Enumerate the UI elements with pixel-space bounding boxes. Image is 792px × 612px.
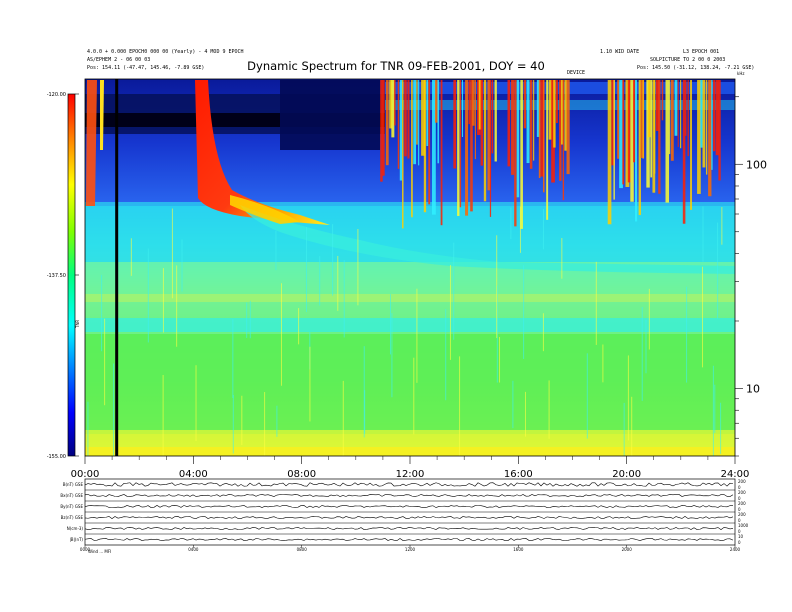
bottom-tick-label-5: 2000 bbox=[622, 547, 633, 552]
bottom-tick-label-1: 0400 bbox=[188, 547, 199, 552]
time-tick-label-4: 16:00 bbox=[504, 469, 533, 480]
frequency-tick-label-0: 100 bbox=[746, 158, 767, 171]
parameter-panels bbox=[85, 482, 735, 541]
bottom-tick-label-6: 2400 bbox=[730, 547, 741, 552]
panel-trace-5 bbox=[85, 538, 734, 541]
panel-trace-4 bbox=[85, 527, 734, 530]
panel-right-tick-top-4: 1000 bbox=[738, 523, 749, 528]
panel-label-5: |B|(nT) bbox=[69, 537, 83, 542]
panel-right-tick-bottom-4: 0 bbox=[738, 529, 741, 534]
panel-label-1: Bx(nT) GSE bbox=[60, 493, 83, 498]
colorbar bbox=[67, 93, 76, 457]
header-left-line2: AS/EPHEM 2 - 06 00 03 bbox=[87, 57, 151, 63]
bottom-tick-label-4: 1600 bbox=[513, 547, 524, 552]
panel-label-4: N(cm-3) bbox=[67, 526, 84, 531]
panel-right-tick-bottom-3: 0 bbox=[738, 518, 741, 523]
panel-right-tick-bottom-2: 0 bbox=[738, 507, 741, 512]
header-left-line3: Pos: 154.11 (-47.47, 145.46, -7.89 GSE) bbox=[87, 65, 205, 71]
panel-right-tick-bottom-1: 0 bbox=[738, 496, 741, 501]
frequency-unit-label: kHz bbox=[737, 71, 744, 76]
panel-label-0: B(nT) GSE bbox=[63, 482, 84, 487]
bottom-tick-label-2: 0800 bbox=[297, 547, 308, 552]
header-right-line1: 1.10 WID DATE bbox=[600, 49, 640, 55]
spectrogram-image bbox=[85, 79, 735, 456]
panel-trace-0 bbox=[85, 482, 734, 487]
time-tick-label-2: 08:00 bbox=[287, 469, 316, 480]
chart-title: Dynamic Spectrum for TNR 09-FEB-2001, DO… bbox=[247, 59, 545, 73]
time-ticks: 00:00 04:00 08:00 12:00 16:00 20:00 24:00 bbox=[71, 456, 750, 480]
panel-right-tick-bottom-0: 0 bbox=[738, 485, 741, 490]
frequency-ticks: 100 10 bbox=[735, 96, 767, 457]
header-right-line3: SOLPICTURE TO 2 00 0 2003 bbox=[650, 57, 726, 63]
panel-trace-3 bbox=[85, 516, 734, 519]
time-tick-label-6: 24:00 bbox=[721, 469, 750, 480]
colorbar-tick-label-1: -137.50 bbox=[47, 273, 66, 279]
header-left-line1: 4.0.0 + 0.000 EPOCH0 000 00 (Yearly) - 4… bbox=[87, 49, 244, 55]
panel-right-tick-top-2: 200 bbox=[738, 501, 746, 506]
colorbar-tick-label-0: -120.00 bbox=[47, 92, 66, 98]
panel-right-tick-top-5: 10 bbox=[738, 534, 744, 539]
time-tick-label-1: 04:00 bbox=[179, 469, 208, 480]
panel-right-tick-top-3: 200 bbox=[738, 512, 746, 517]
panel-right-tick-bottom-5: 0 bbox=[738, 540, 741, 545]
bottom-tick-label-0: 0000 bbox=[80, 547, 91, 552]
bottom-tick-label-3: 1200 bbox=[405, 547, 416, 552]
bottom-label: Wind ... MFI bbox=[88, 549, 111, 554]
colorbar-ticks: -120.00 -137.50 -155.00 bbox=[47, 92, 79, 460]
panel-trace-1 bbox=[85, 494, 734, 497]
header-mid-label: DEVICE bbox=[567, 70, 586, 76]
panel-right-tick-top-0: 200 bbox=[738, 479, 746, 484]
header-right-line4: Pos: 145.50 (-31.12, 138.24, -7.21 GSE) bbox=[637, 65, 755, 71]
panel-right-tick-top-1: 200 bbox=[738, 490, 746, 495]
time-tick-label-5: 20:00 bbox=[612, 469, 641, 480]
panel-trace-2 bbox=[85, 505, 734, 508]
panel-label-2: By(nT) GSE bbox=[60, 504, 83, 509]
time-tick-label-3: 12:00 bbox=[396, 469, 425, 480]
bottom-time-ticks: 0000 0400 0800 1200 1600 2000 2400 bbox=[80, 545, 741, 552]
time-tick-label-0: 00:00 bbox=[71, 469, 100, 480]
panel-label-3: Bz(nT) GSE bbox=[61, 515, 84, 520]
colorbar-label: TNR bbox=[75, 320, 80, 329]
header-right-line2: L3 EPOCH 001 bbox=[683, 49, 720, 55]
colorbar-tick-label-2: -155.00 bbox=[47, 454, 66, 460]
frequency-tick-label-1: 10 bbox=[746, 382, 760, 395]
